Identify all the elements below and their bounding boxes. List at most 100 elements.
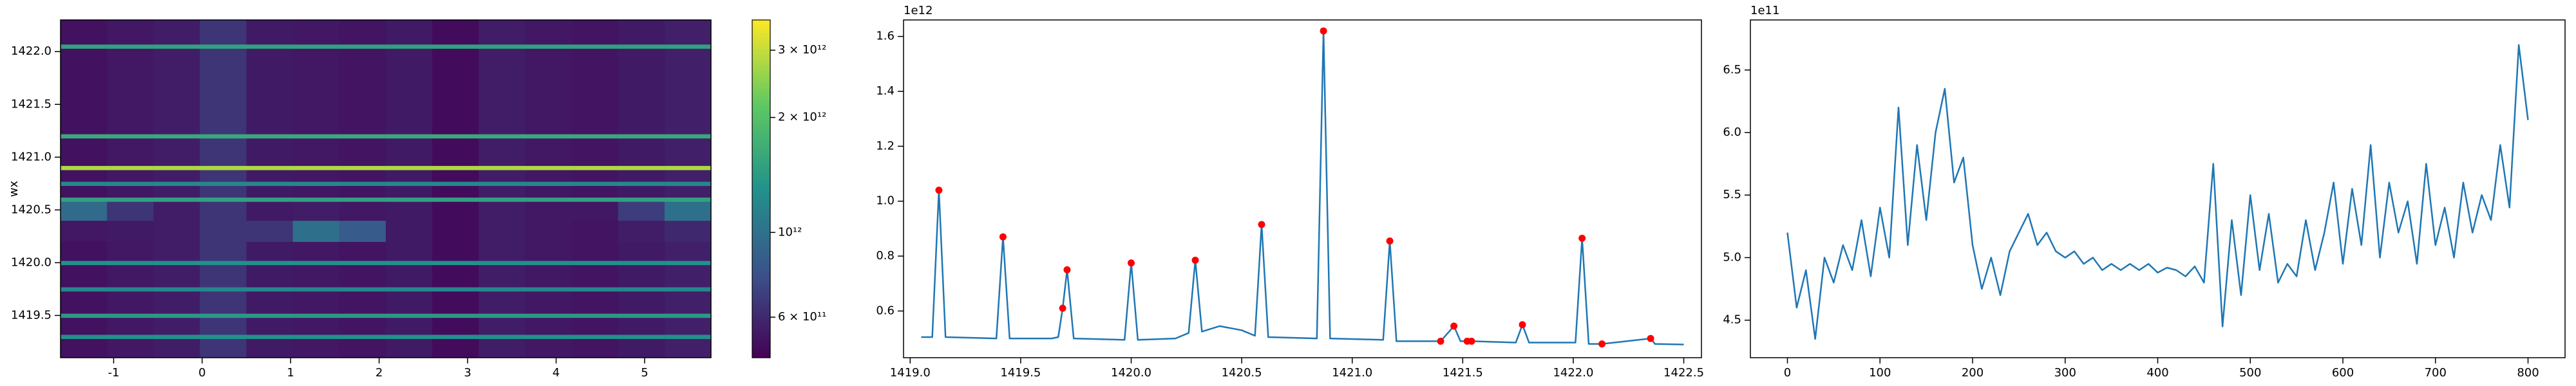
heatmap-cell	[386, 197, 433, 202]
heatmap-cell	[571, 185, 619, 198]
colorbar-swatch	[752, 97, 770, 102]
colorbar-swatch	[752, 334, 770, 338]
x-tick-label: 100	[1869, 366, 1891, 380]
colorbar-swatch	[752, 188, 770, 193]
peak-marker	[1191, 256, 1199, 264]
heatmap-cell	[246, 287, 294, 292]
heatmap-cell	[292, 261, 340, 266]
heatmap-cell	[571, 220, 619, 243]
heatmap-cell	[339, 44, 386, 49]
colorbar-swatch	[752, 216, 770, 220]
heatmap-cell	[292, 165, 340, 170]
heatmap-cell	[292, 338, 340, 358]
colorbar-swatch	[752, 209, 770, 213]
heatmap-cell	[386, 44, 433, 49]
colorbar-swatch	[752, 304, 770, 308]
colorbar-swatch	[752, 280, 770, 284]
heatmap-cell	[664, 317, 712, 335]
colorbar-swatch	[752, 80, 770, 85]
heatmap-cell	[618, 138, 665, 166]
heatmap-cell	[525, 264, 573, 288]
colorbar-swatch	[752, 40, 770, 44]
heatmap-cell	[386, 20, 433, 45]
colorbar-swatch	[752, 196, 770, 199]
heatmap-cell	[432, 20, 479, 45]
colorbar-tick-label: 6 × 10¹¹	[778, 310, 826, 324]
heatmap-cell	[478, 220, 526, 243]
heatmap-cell	[339, 134, 386, 139]
heatmap-cell	[246, 261, 294, 266]
heatmap-cell	[339, 138, 386, 166]
heatmap-cell	[200, 181, 247, 187]
heatmap-cell	[339, 291, 386, 314]
heatmap-cell	[153, 138, 200, 166]
heatmap-cell	[386, 338, 433, 358]
heatmap-cell	[478, 313, 526, 318]
heatmap-cell	[571, 201, 619, 221]
heatmap-cell	[618, 20, 665, 45]
heatmap-cell	[432, 338, 479, 358]
x-tick-label: 700	[2425, 366, 2447, 380]
heatmap-cell	[61, 185, 108, 198]
y-tick-label: 1422.0	[11, 44, 52, 58]
colorbar-swatch	[752, 47, 770, 51]
heatmap-cell	[61, 334, 108, 339]
colorbar-swatch	[752, 169, 770, 172]
colorbar-swatch	[752, 148, 770, 152]
heatmap-cell	[339, 334, 386, 339]
heatmap-cell	[107, 317, 154, 335]
heatmap-cell	[478, 291, 526, 314]
colorbar-swatch	[752, 53, 770, 58]
heatmap-cell	[246, 313, 294, 318]
colorbar-swatch	[752, 202, 770, 207]
colorbar-swatch	[752, 77, 770, 82]
heatmap-cell	[292, 134, 340, 139]
heatmap-cell	[61, 197, 108, 202]
heatmap-cell	[200, 287, 247, 292]
colorbar-swatch	[752, 337, 770, 342]
heatmap-cell	[107, 241, 154, 261]
heatmap-cell	[386, 138, 433, 166]
y-tick-label: 5.0	[1723, 250, 1741, 264]
heatmap-cell	[664, 313, 712, 318]
peak-marker	[1578, 234, 1586, 242]
heatmap-cell	[571, 334, 619, 339]
colorbar-frame	[752, 19, 771, 358]
heatmap-cell	[200, 44, 247, 49]
heatmap-cell	[61, 313, 108, 318]
colorbar-swatch	[752, 310, 770, 315]
heatmap-cell	[618, 317, 665, 335]
heatmap-cell	[618, 185, 665, 198]
colorbar-swatch	[752, 283, 770, 288]
heatmap-cell	[386, 220, 433, 243]
colorbar-swatch	[752, 60, 770, 64]
colorbar-swatch	[752, 212, 770, 217]
heatmap-cell	[664, 138, 712, 166]
colorbar-swatch	[752, 219, 770, 223]
colorbar-swatch	[752, 270, 770, 274]
heatmap-cell	[61, 165, 108, 170]
axes-frame	[903, 19, 1702, 358]
heatmap-cell	[292, 334, 340, 339]
y-tick-label: 6.5	[1723, 63, 1741, 77]
peak-marker	[1437, 337, 1444, 345]
x-tick-label: 1419.0	[890, 366, 931, 380]
heatmap-cell	[478, 48, 526, 134]
heatmap-cell	[107, 264, 154, 288]
heatmap-cell	[292, 287, 340, 292]
heatmap-cell	[153, 338, 200, 358]
heatmap-cell	[107, 134, 154, 139]
heatmap-cell	[292, 197, 340, 202]
colorbar-tick-label: 10¹²	[778, 225, 802, 239]
heatmap-cell	[339, 317, 386, 335]
heatmap-cell	[153, 261, 200, 266]
colorbar-swatch	[752, 104, 770, 109]
heatmap-cell	[153, 197, 200, 202]
colorbar-swatch	[752, 161, 770, 166]
y-tick-label: 6.0	[1723, 125, 1741, 139]
colorbar-swatch	[752, 182, 770, 186]
colorbar-swatch	[752, 351, 770, 355]
colorbar-swatch	[752, 64, 770, 68]
heatmap-cell	[525, 138, 573, 166]
